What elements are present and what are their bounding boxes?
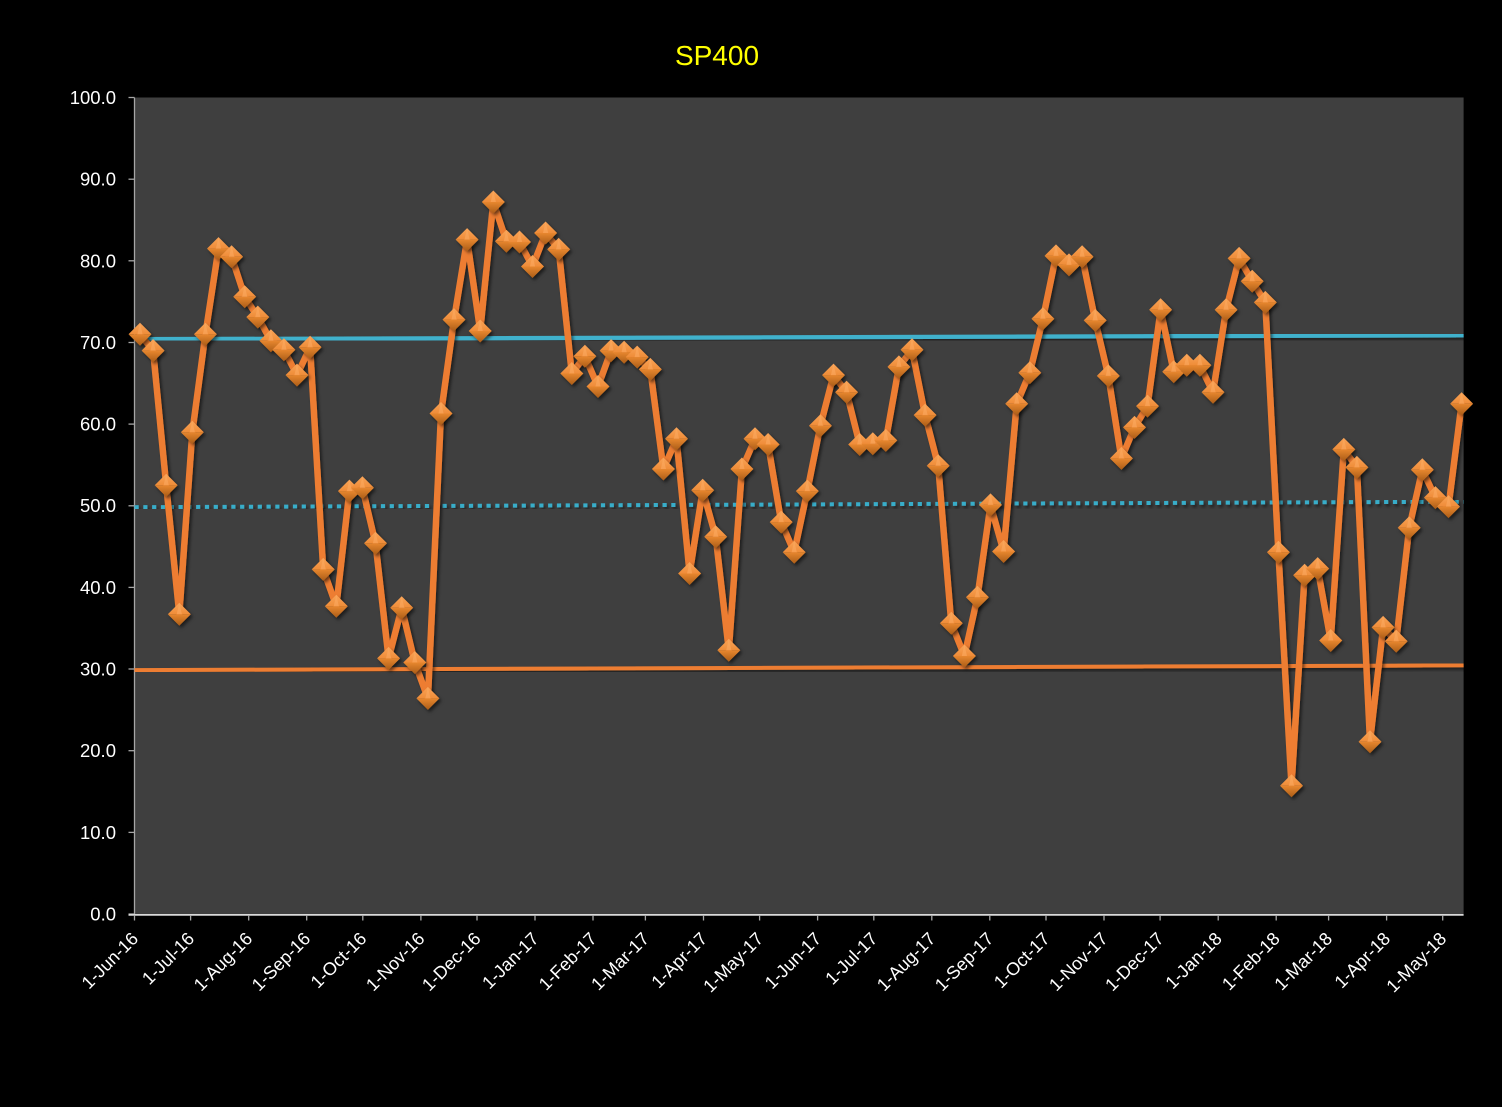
svg-text:70.0: 70.0	[80, 332, 116, 353]
svg-text:20.0: 20.0	[80, 740, 116, 761]
svg-text:90.0: 90.0	[80, 169, 116, 190]
svg-text:0.0: 0.0	[90, 904, 116, 925]
svg-text:100.0: 100.0	[70, 87, 116, 108]
svg-text:30.0: 30.0	[80, 659, 116, 680]
svg-text:40.0: 40.0	[80, 577, 116, 598]
svg-text:10.0: 10.0	[80, 822, 116, 843]
svg-text:SP400: SP400	[675, 40, 759, 71]
svg-text:80.0: 80.0	[80, 250, 116, 271]
svg-text:50.0: 50.0	[80, 495, 116, 516]
svg-text:60.0: 60.0	[80, 414, 116, 435]
